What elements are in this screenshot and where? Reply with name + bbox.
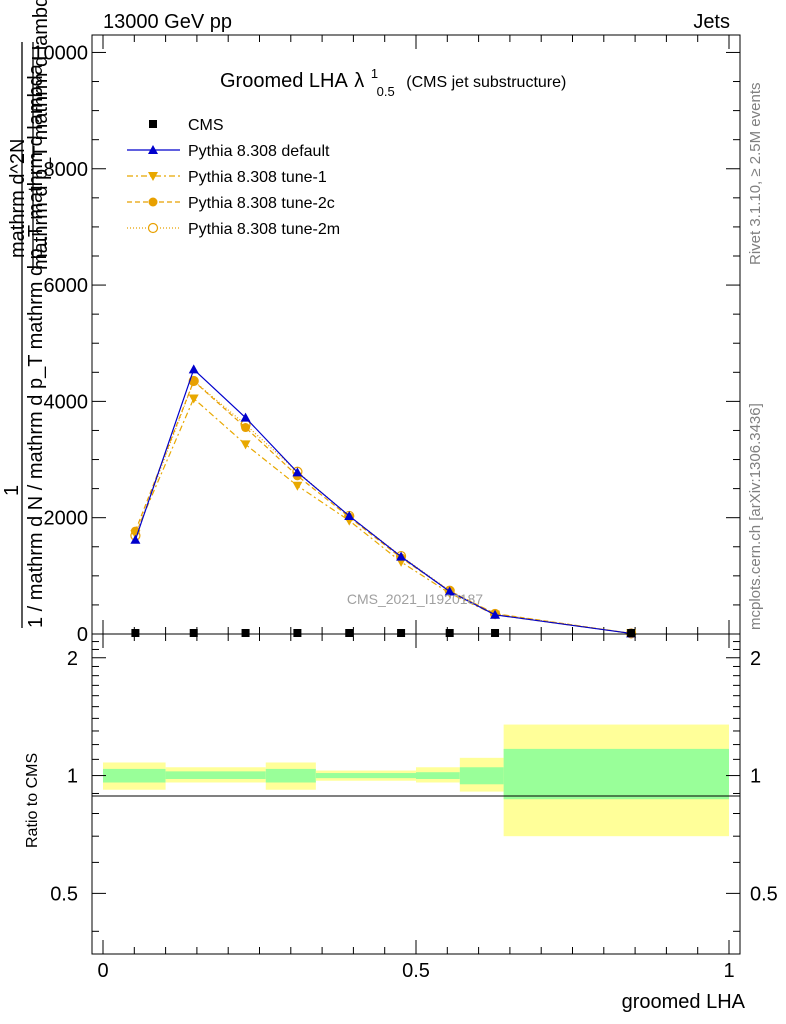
data-point [293,629,302,637]
title-sub: 0.5 [377,84,395,99]
ratio-plot: 0.5 0.51 12 2 0 0.5 1 Ratio to CMS groomed LH… [24,633,778,1013]
data-point [345,629,354,637]
legend-entry: Pythia 8.308 default [127,143,330,160]
main-y-axis: 0 2000 4000 6000 8000 10000 [32,35,740,646]
data-point [188,364,199,374]
main-y-tick-label: 0 [77,624,88,646]
ratio-y-tick-label-right: 0.5 [750,883,778,905]
main-y-tick-label: 6000 [44,275,89,297]
ratio-y-tick-label: 0.5 [50,883,78,905]
series-pythia-8-308-default [130,364,637,638]
legend-entry: Pythia 8.308 tune-2m [127,221,340,238]
data-point [445,629,454,637]
category-label: Jets [693,11,730,33]
data-point [241,629,250,637]
data-point [241,423,251,433]
data-point [148,145,158,154]
plot-title: Groomed LHA λ 1 0.5 (CMS jet substructur… [220,61,566,101]
ylabel-line3: mathrm d p_T mathrm d lambda [30,0,52,270]
ylabel-line1: mathrm d^2N [7,139,29,258]
ratio-inner-band [165,771,266,779]
ylabel-numerator: 1 [1,485,23,496]
x-axis-label: groomed LHA [622,991,746,1013]
ylabel-full: 1 / mathrm d N / mathrm d p_T mathrm d p… [25,63,47,628]
data-point [189,629,198,637]
main-plot: 0 2000 4000 6000 8000 10000 CMS_2021_I1920187… [1,0,741,646]
ratio-inner-band [265,768,316,783]
main-y-tick-label: 4000 [44,391,89,413]
rivet-label: Rivet 3.1.10, ≥ 2.5M events [747,83,764,266]
ratio-bands [103,724,729,837]
data-point [491,629,500,637]
main-y-axis-label: mathrm d^2N mathrm d p_T mathrm d lambda… [1,0,52,628]
data-point [397,629,406,637]
data-point [240,412,251,422]
legend-entry: CMS [149,117,224,134]
legend-label: Pythia 8.308 tune-2m [188,221,340,238]
data-point [396,551,407,561]
title-sup: 1 [371,66,378,81]
data-point [148,197,158,207]
data-point [149,120,157,128]
legend-label: CMS [188,117,224,134]
data-point [189,376,199,386]
legend-entry: Pythia 8.308 tune-2c [127,195,335,212]
legend: CMS Pythia 8.308 default Pythia 8.308 tune… [127,117,340,238]
ratio-y-tick-label: 2 [67,648,78,670]
ratio-y-axis: 0.5 0.5 1 1 2 2 [50,641,778,932]
mcplots-label: mcplots.cern.ch [arXiv:1306.3436] [747,403,764,630]
ratio-inner-band [459,767,504,785]
x-tick-label: 0 [97,960,108,982]
series-cms [131,629,636,637]
ratio-y-tick-label: 1 [67,766,78,788]
data-point [627,629,636,637]
title-note: (CMS jet substructure) [406,74,566,91]
ratio-y-tick-label-right: 1 [750,766,761,788]
ratio-y-tick-label-right: 2 [750,648,761,670]
data-point [240,440,251,450]
x-tick-label: 0.5 [402,960,430,982]
ratio-inner-band [416,772,460,779]
legend-entry: Pythia 8.308 tune-1 [127,169,327,186]
main-y-tick-label: 2000 [44,508,89,530]
data-point [292,467,303,477]
legend-label: Pythia 8.308 default [188,143,330,160]
main-y-tick-label: 10000 [32,42,88,64]
main-y-tick-label: 8000 [44,159,89,181]
legend-label: Pythia 8.308 tune-2c [188,195,335,212]
ratio-inner-band [503,748,729,800]
data-point [147,222,159,234]
x-tick-label: 1 [723,960,734,982]
ratio-inner-band [103,768,166,783]
ratio-inner-band [315,773,416,779]
data-point [188,394,199,404]
title-lambda: λ [354,70,364,92]
legend-label: Pythia 8.308 tune-1 [188,169,327,186]
data-point [344,510,355,520]
data-point [148,172,158,181]
data-point [130,534,141,544]
data-point [490,609,501,619]
ratio-y-label: Ratio to CMS [24,753,41,848]
data-point [444,586,455,596]
ratio-x-axis: 0 0.5 1 [97,634,735,982]
title-main: Groomed LHA [220,70,348,92]
watermark: CMS_2021_I1920187 [347,591,483,607]
data-point [131,629,140,637]
energy-label: 13000 GeV pp [103,11,232,33]
series-line [134,379,632,635]
main-series [130,364,637,639]
data-point [292,481,303,491]
